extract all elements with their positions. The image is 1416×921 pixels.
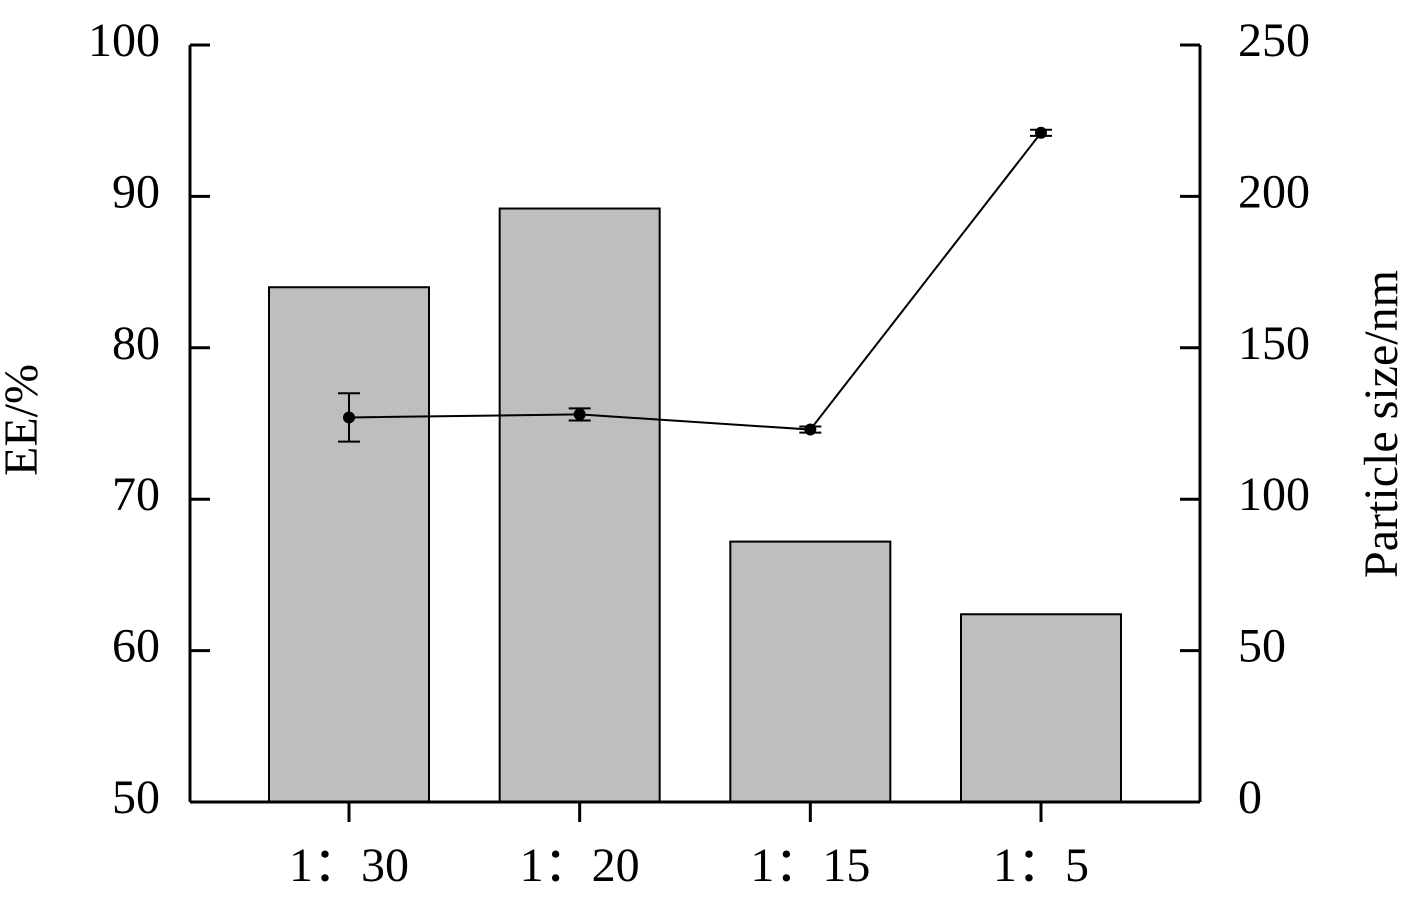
- x-tick-label: 1：20: [520, 839, 640, 892]
- y-tick-label: 80: [112, 317, 160, 370]
- y2-tick-label: 50: [1238, 620, 1286, 673]
- y-tick-label: 100: [88, 14, 160, 67]
- bar: [268, 286, 430, 803]
- y-tick-label: 60: [112, 620, 160, 673]
- y2-tick-label: 200: [1238, 165, 1310, 218]
- y2-tick-label: 250: [1238, 14, 1310, 67]
- bar: [729, 540, 892, 803]
- x-tick-label: 1：30: [289, 839, 409, 892]
- x-tick-label: 1：15: [750, 839, 870, 892]
- point: [1035, 126, 1047, 139]
- x-tick-label: 1：5: [993, 839, 1089, 892]
- y-tick-label: 50: [112, 771, 160, 824]
- bar: [498, 207, 661, 803]
- y2-axis-label: Particle size/nm: [1355, 270, 1408, 578]
- y2-tick-label: 0: [1238, 771, 1262, 824]
- y2-tick-label: 150: [1238, 317, 1310, 370]
- point: [804, 423, 817, 436]
- point: [573, 408, 586, 421]
- bar: [960, 613, 1122, 803]
- y-axis-label: EE/%: [0, 364, 48, 476]
- line: [348, 132, 1042, 431]
- point: [343, 411, 355, 424]
- y-tick-label: 90: [112, 165, 160, 218]
- y2-tick-label: 100: [1238, 468, 1310, 521]
- y-tick-label: 70: [112, 468, 160, 521]
